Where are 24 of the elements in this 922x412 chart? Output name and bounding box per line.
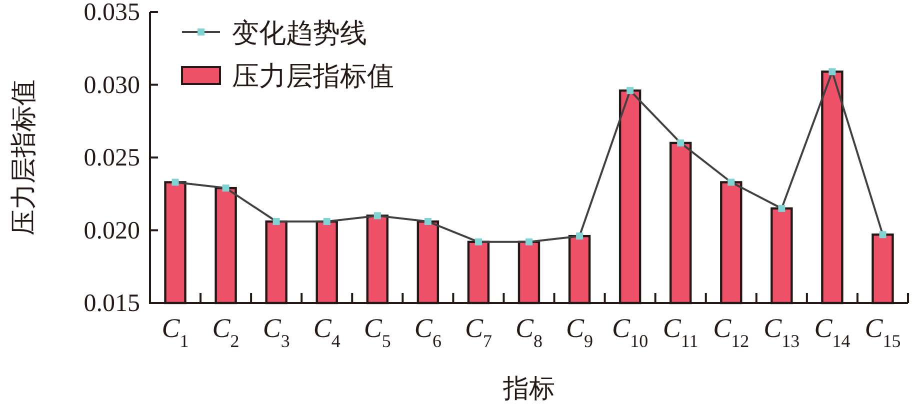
x-tick-label: C$_{7}$: [464, 313, 492, 351]
x-tick-label: C$_{3}$: [262, 313, 290, 351]
y-tick-label: 0.035: [84, 0, 140, 26]
legend-label: 压力层指标值: [232, 61, 394, 92]
x-tick-label: C$_{1}$: [162, 313, 189, 351]
x-tick-label: C$_{8}$: [515, 313, 543, 351]
legend-label: 变化趋势线: [232, 18, 367, 49]
x-tick-label: C$_{13}$: [764, 313, 800, 351]
x-tick-label: C$_{14}$: [814, 313, 850, 351]
x-tick-label: C$_{15}$: [864, 313, 901, 351]
x-tick-label: C$_{11}$: [662, 313, 698, 351]
x-tick-label: C$_{12}$: [713, 313, 750, 351]
y-tick-label: 0.020: [84, 217, 140, 244]
y-tick-label: 0.015: [84, 290, 140, 317]
x-tick-label: C$_{6}$: [414, 313, 442, 351]
y-axis-title: 压力层指标值: [9, 80, 39, 236]
x-tick-label: C$_{5}$: [364, 313, 391, 351]
x-tick-label: C$_{2}$: [212, 313, 240, 351]
y-tick-label: 0.030: [84, 72, 140, 99]
x-tick-label: C$_{4}$: [313, 313, 340, 351]
x-axis-title: 指标: [502, 374, 555, 404]
x-tick-label: C$_{9}$: [566, 313, 594, 351]
x-tick-label: C$_{10}$: [612, 313, 648, 351]
y-tick-label: 0.025: [84, 144, 140, 172]
